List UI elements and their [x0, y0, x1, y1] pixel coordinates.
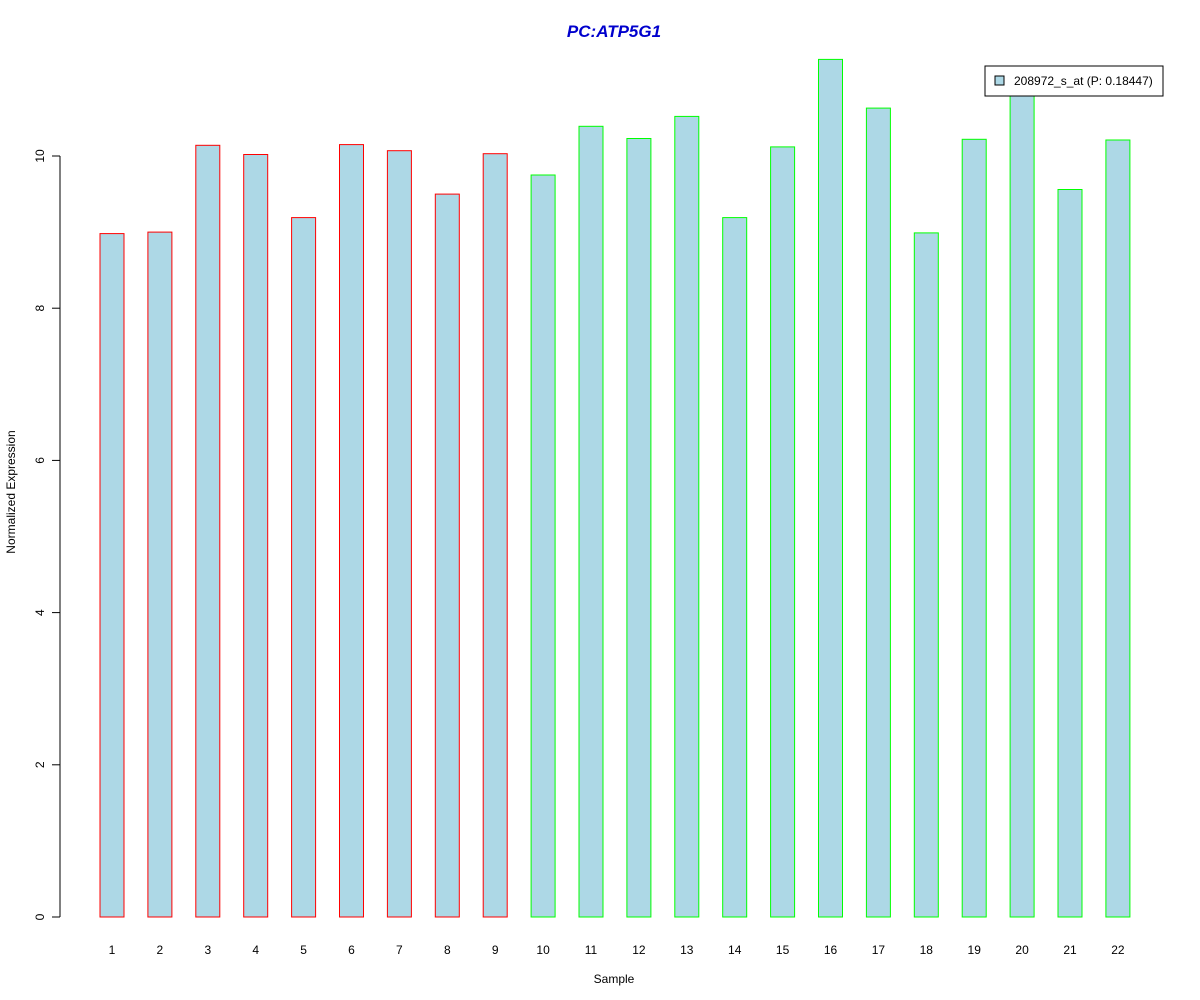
x-axis-tick-label: 8 — [444, 943, 451, 957]
y-axis-tick-label: 10 — [33, 149, 47, 163]
bar-sample-1 — [99, 233, 125, 918]
x-axis-tick-label: 1 — [109, 943, 116, 957]
y-axis-tick-label: 6 — [33, 457, 47, 464]
x-axis-tick-label: 3 — [204, 943, 211, 957]
x-axis-tick-label: 22 — [1111, 943, 1125, 957]
chart-title: PC:ATP5G1 — [567, 22, 661, 41]
x-axis-tick-label: 2 — [157, 943, 164, 957]
bar-sample-6 — [339, 144, 364, 918]
bar-sample-3 — [195, 144, 221, 918]
x-axis-tick-label: 12 — [632, 943, 646, 957]
x-axis-tick-label: 16 — [824, 943, 838, 957]
bar-sample-22 — [1105, 139, 1131, 918]
bar-sample-8 — [434, 193, 460, 918]
y-axis-label: Normalized Expression — [4, 430, 18, 553]
x-axis-label: Sample — [594, 972, 635, 986]
x-axis-tick-label: 17 — [872, 943, 886, 957]
bar-sample-16 — [818, 58, 843, 918]
bar-sample-12 — [626, 138, 652, 918]
legend-swatch — [994, 75, 1005, 86]
x-axis-tick-label: 9 — [492, 943, 499, 957]
legend-box — [984, 65, 1164, 97]
x-axis-tick-label: 7 — [396, 943, 403, 957]
bar-sample-14 — [722, 217, 748, 918]
x-axis-tick-label: 13 — [680, 943, 694, 957]
x-axis-tick-labels: 1 2 3 4 5 6 7 8 9 10 11 12 13 14 15 16 17 18 19 20 21 22 — [109, 943, 1125, 957]
x-axis-tick-label: 19 — [968, 943, 982, 957]
bar-sample-4 — [243, 154, 269, 918]
bars — [99, 58, 1131, 918]
x-axis-tick-label: 6 — [348, 943, 355, 957]
x-axis-tick-label: 14 — [728, 943, 742, 957]
legend-entry-label: 208972_s_at (P: 0.18447) — [1014, 74, 1153, 88]
y-axis-tick-label: 4 — [33, 609, 47, 616]
bar-sample-15 — [770, 146, 796, 918]
y-axis: 0 2 4 6 8 10 — [33, 149, 61, 920]
bar-sample-10 — [530, 174, 556, 918]
y-axis-tick-label: 2 — [33, 761, 47, 768]
y-axis-tick-label: 0 — [33, 913, 47, 920]
legend: 208972_s_at (P: 0.18447) — [984, 65, 1164, 97]
bar-sample-7 — [386, 150, 412, 918]
x-axis-tick-label: 18 — [920, 943, 934, 957]
bar-sample-19 — [961, 138, 987, 918]
x-axis-tick-label: 15 — [776, 943, 790, 957]
bar-sample-13 — [674, 115, 700, 918]
bar-sample-17 — [865, 107, 891, 918]
x-axis-tick-label: 20 — [1015, 943, 1029, 957]
x-axis-tick-label: 5 — [300, 943, 307, 957]
bar-sample-21 — [1057, 189, 1083, 918]
bar-sample-20 — [1009, 79, 1035, 918]
x-axis-tick-label: 10 — [536, 943, 550, 957]
y-axis-tick-label: 8 — [33, 305, 47, 312]
bar-sample-18 — [913, 232, 939, 918]
bar-sample-2 — [147, 231, 173, 918]
x-axis-tick-label: 11 — [585, 943, 598, 957]
x-axis-tick-label: 21 — [1063, 943, 1077, 957]
bar-sample-9 — [482, 153, 508, 918]
bar-sample-11 — [578, 125, 604, 918]
bar-sample-5 — [291, 217, 317, 918]
x-axis-tick-label: 4 — [252, 943, 259, 957]
